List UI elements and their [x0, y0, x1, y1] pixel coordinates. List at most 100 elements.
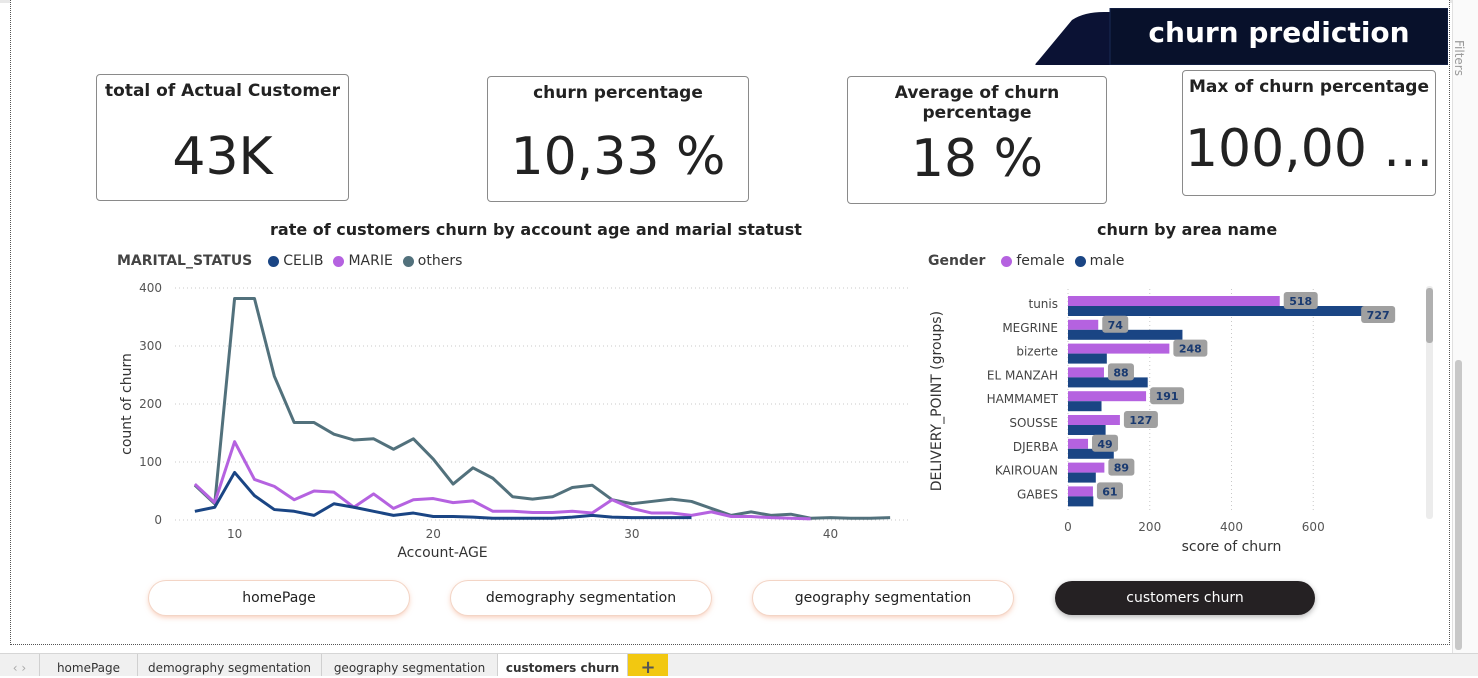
series-line-celib — [194, 470, 692, 520]
data-label-box — [1092, 434, 1119, 452]
category-label: MEGRINE — [1002, 321, 1058, 335]
y-axis-label: DELIVERY_POINT (groups) — [929, 311, 945, 491]
kpi-label: Average of churn percentage — [894, 83, 1060, 123]
nav-button-geography[interactable]: geography segmentation — [753, 581, 1013, 615]
y-tick-label: 100 — [139, 455, 162, 469]
legend-item[interactable]: male — [1089, 253, 1125, 269]
data-label: 127 — [1129, 414, 1152, 427]
bar-male — [1068, 353, 1107, 364]
data-label: 191 — [1156, 390, 1179, 403]
legend-dot-icon — [1001, 255, 1013, 267]
bar-female — [1068, 438, 1089, 449]
x-tick-label: 20 — [426, 527, 441, 541]
tab-scroll-arrows-icon[interactable]: ‹ › — [0, 654, 40, 676]
category-label: bizerte — [1016, 345, 1058, 359]
data-label: 49 — [1097, 438, 1112, 451]
y-axis-label: count of churn — [119, 353, 135, 455]
x-tick-label: 10 — [227, 527, 242, 541]
x-tick-label: 30 — [624, 527, 639, 541]
page-tab-bar: ‹ › homePage demography segmentation geo… — [0, 653, 1478, 678]
nav-button-demography[interactable]: demography segmentation — [451, 581, 711, 615]
bar-chart[interactable]: 0 200 400 600 score of churn DELIVERY_POINT (… — [920, 280, 1440, 565]
kpi-value: 100,00 ... — [1184, 119, 1434, 179]
nav-button-customers-churn[interactable]: customers churn — [1055, 581, 1315, 615]
legend-dot-icon — [333, 255, 345, 267]
nav-button-homepage[interactable]: homePage — [149, 581, 409, 615]
category-label: tunis — [1028, 297, 1058, 311]
data-label-box — [1107, 363, 1134, 381]
line-chart[interactable]: 0 100 200 300 400 10 20 30 40 Account-AGE count of… — [100, 275, 920, 565]
x-tick-label: 200 — [1138, 520, 1161, 534]
y-tick-label: 400 — [139, 281, 162, 295]
bar-female — [1068, 486, 1093, 497]
legend-item[interactable]: others — [417, 253, 463, 269]
legend-title: MARITAL_STATUS — [117, 253, 253, 269]
kpi-label: Max of churn percentage — [1188, 77, 1430, 97]
series-line-others — [193, 296, 891, 520]
data-label: 518 — [1289, 295, 1312, 308]
x-tick-label: 400 — [1220, 520, 1243, 534]
data-label-box — [1096, 482, 1123, 500]
tab-customers-churn[interactable]: customers churn — [498, 654, 628, 676]
title-banner — [1034, 8, 1448, 65]
kpi-value: 18 % — [910, 129, 1044, 189]
data-label: 727 — [1367, 309, 1390, 322]
kpi-card-total-customers[interactable]: total of Actual Customer 43K — [96, 74, 349, 201]
filters-label[interactable]: Filters — [1452, 40, 1466, 76]
data-label: 88 — [1113, 366, 1128, 379]
data-label-box — [1108, 458, 1135, 476]
bar-chart-legend: Gender female male — [928, 253, 1124, 269]
data-label-box — [1361, 306, 1396, 323]
data-label-box — [1102, 315, 1129, 333]
bar-female — [1068, 319, 1099, 330]
x-axis-label: Account-AGE — [397, 545, 487, 561]
bar-female — [1068, 296, 1280, 306]
kpi-card-churn-percentage[interactable]: churn percentage 10,33 % — [487, 76, 749, 202]
x-axis-label: score of churn — [1182, 539, 1282, 555]
bar-male — [1068, 425, 1106, 435]
y-tick-label: 300 — [139, 339, 162, 353]
x-tick-label: 40 — [823, 527, 838, 541]
category-label: SOUSSE — [1009, 416, 1058, 430]
data-label: 89 — [1114, 462, 1129, 475]
data-label: 74 — [1108, 319, 1124, 332]
bar-male — [1068, 401, 1102, 412]
bar-male — [1068, 306, 1366, 316]
data-label-box — [1283, 292, 1318, 309]
x-tick-label: 0 — [1064, 520, 1072, 534]
bar-chart-scrollbar-track — [1426, 286, 1433, 519]
add-page-icon[interactable]: + — [628, 654, 668, 678]
bar-female — [1068, 343, 1170, 354]
bar-male — [1068, 472, 1096, 483]
kpi-card-average-churn[interactable]: Average of churn percentage 18 % — [847, 76, 1107, 204]
y-tick-label: 0 — [154, 513, 162, 527]
bar-chart-scrollbar-thumb — [1426, 288, 1433, 343]
legend-dot-icon — [268, 255, 280, 267]
kpi-value: 43K — [172, 127, 273, 187]
tab-geography-segmentation[interactable]: geography segmentation — [322, 654, 498, 676]
vertical-scrollbar[interactable] — [1455, 360, 1462, 650]
category-label: HAMMAMET — [987, 392, 1059, 406]
legend-dot-icon — [402, 255, 414, 267]
data-label-box — [1173, 339, 1208, 357]
report-title: churn prediction — [1148, 16, 1410, 49]
data-label-box — [1150, 387, 1185, 405]
line-chart-title: rate of customers churn by account age a… — [270, 220, 802, 239]
tab-homepage[interactable]: homePage — [40, 654, 138, 676]
y-tick-label: 200 — [139, 397, 162, 411]
data-label: 61 — [1102, 485, 1117, 498]
legend-item[interactable]: female — [1016, 253, 1065, 269]
tab-demography-segmentation[interactable]: demography segmentation — [138, 654, 322, 676]
bar-female — [1068, 391, 1147, 402]
bar-female — [1068, 415, 1120, 425]
category-label: KAIROUAN — [995, 464, 1058, 478]
series-line-marie — [193, 440, 811, 521]
data-label-box — [1123, 411, 1158, 428]
legend-dot-icon — [1074, 255, 1086, 267]
x-tick-label: 600 — [1302, 520, 1325, 534]
kpi-card-max-churn[interactable]: Max of churn percentage 100,00 ... — [1182, 70, 1436, 196]
bar-chart-title: churn by area name — [1097, 220, 1278, 239]
kpi-value: 10,33 % — [510, 127, 726, 187]
legend-item[interactable]: MARIE — [348, 253, 393, 269]
legend-item[interactable]: CELIB — [283, 253, 324, 269]
